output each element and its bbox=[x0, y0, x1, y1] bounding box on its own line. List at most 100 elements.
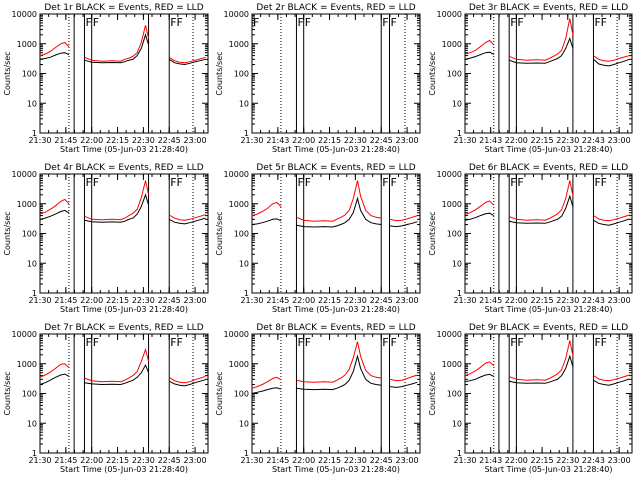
flag-label: F bbox=[85, 176, 91, 189]
x-tick-label: 22:30 bbox=[344, 456, 367, 465]
series-lld-line bbox=[168, 375, 206, 384]
y-tick-label: 1 bbox=[32, 129, 37, 138]
x-tick-label: 22:45 bbox=[370, 136, 393, 145]
x-tick-label: 21:45 bbox=[266, 296, 289, 305]
y-tick-label: 10 bbox=[27, 259, 37, 268]
y-tick-label: 1000 bbox=[17, 40, 37, 49]
x-tick-label: 22:00 bbox=[80, 456, 103, 465]
x-tick-label: 21:43 bbox=[266, 136, 289, 145]
x-tick-label: 21:45 bbox=[266, 456, 289, 465]
flag-label: F bbox=[297, 336, 303, 349]
flag-label: F bbox=[93, 176, 99, 189]
x-tick-label: 21:30 bbox=[28, 296, 51, 305]
x-tick-label: 22:30 bbox=[132, 456, 155, 465]
series-events-line bbox=[509, 194, 574, 224]
x-tick-label: 21:30 bbox=[453, 296, 476, 305]
flag-label: F bbox=[391, 16, 397, 29]
x-tick-label: 22:45 bbox=[370, 296, 393, 305]
flag-label: F bbox=[510, 16, 516, 29]
series-lld-line bbox=[168, 56, 206, 64]
plot-frame bbox=[464, 333, 633, 454]
y-axis-label: Counts/sec bbox=[215, 371, 224, 415]
x-tick-label: 21:30 bbox=[28, 456, 51, 465]
x-tick-label: 22:15 bbox=[531, 136, 554, 145]
x-tick-label: 21:43 bbox=[479, 136, 502, 145]
flag-label: F bbox=[297, 16, 303, 29]
y-tick-label: 1 bbox=[244, 289, 249, 298]
y-tick-label: 100 bbox=[22, 390, 37, 399]
plot-frame bbox=[464, 13, 633, 134]
panel-title: Det 1r BLACK = Events, RED = LLD bbox=[44, 3, 203, 13]
x-tick-label: 21:30 bbox=[453, 456, 476, 465]
y-tick-label: 1 bbox=[457, 449, 462, 458]
series-lld-line bbox=[464, 39, 495, 55]
y-tick-label: 1 bbox=[244, 129, 249, 138]
panel-title: Det 4r BLACK = Events, RED = LLD bbox=[44, 163, 203, 173]
x-axis-label: Start Time (05-Jun-03 21:28:40) bbox=[272, 305, 400, 314]
x-axis-label: Start Time (05-Jun-03 21:28:40) bbox=[272, 465, 400, 474]
y-tick-label: 1 bbox=[457, 129, 462, 138]
y-axis-label: Counts/sec bbox=[428, 211, 437, 255]
series-events-line bbox=[39, 373, 70, 385]
plot-frame bbox=[251, 333, 421, 454]
x-tick-label: 21:43 bbox=[479, 456, 502, 465]
flag-label: F bbox=[601, 336, 607, 349]
x-tick-label: 22:00 bbox=[505, 296, 528, 305]
panel-det-2: Det 2r BLACK = Events, RED = LLD 1 10 100 10… bbox=[215, 3, 421, 154]
x-tick-label: 23:00 bbox=[608, 456, 631, 465]
flag-label: F bbox=[601, 16, 607, 29]
x-tick-label: 22:00 bbox=[80, 296, 103, 305]
x-tick-label: 22:43 bbox=[582, 296, 605, 305]
x-tick-label: 21:30 bbox=[453, 136, 476, 145]
y-axis-label: Counts/sec bbox=[3, 51, 12, 95]
y-tick-label: 100 bbox=[447, 390, 462, 399]
x-tick-label: 22:43 bbox=[582, 136, 605, 145]
plot-frame bbox=[39, 13, 209, 134]
x-tick-label: 22:15 bbox=[318, 296, 341, 305]
panel-det-9: Det 9r BLACK = Events, RED = LLD 1 10 100 10… bbox=[428, 323, 633, 474]
x-tick-label: 22:15 bbox=[531, 296, 554, 305]
y-axis-label: Counts/sec bbox=[215, 211, 224, 255]
flag-label: F bbox=[305, 176, 311, 189]
flag-label: F bbox=[382, 176, 388, 189]
panel-title: Det 6r BLACK = Events, RED = LLD bbox=[469, 163, 628, 173]
series-events-line bbox=[39, 209, 70, 220]
panel-det-6: Det 6r BLACK = Events, RED = LLD 1 10 100 10… bbox=[428, 163, 633, 314]
y-tick-label: 10000 bbox=[224, 330, 249, 339]
x-tick-label: 22:00 bbox=[505, 456, 528, 465]
flag-label: F bbox=[176, 176, 182, 189]
series-events-line bbox=[39, 52, 70, 60]
flag-label: F bbox=[170, 176, 176, 189]
panel-det-7: Det 7r BLACK = Events, RED = LLD 1 10 100 10… bbox=[3, 323, 209, 474]
flag-label: F bbox=[176, 16, 182, 29]
x-tick-label: 22:15 bbox=[531, 456, 554, 465]
y-tick-label: 100 bbox=[234, 230, 249, 239]
x-tick-label: 22:15 bbox=[318, 136, 341, 145]
y-tick-label: 10 bbox=[452, 419, 462, 428]
x-tick-label: 22:00 bbox=[505, 136, 528, 145]
series-lld-line bbox=[39, 41, 70, 57]
y-tick-label: 10000 bbox=[12, 10, 37, 19]
x-tick-label: 23:00 bbox=[396, 296, 419, 305]
panel-title: Det 9r BLACK = Events, RED = LLD bbox=[469, 323, 628, 333]
y-axis-label: Counts/sec bbox=[3, 211, 12, 255]
y-tick-label: 100 bbox=[447, 230, 462, 239]
series-events-line bbox=[389, 221, 418, 228]
panel-title: Det 3r BLACK = Events, RED = LLD bbox=[469, 3, 628, 13]
x-tick-label: 22:30 bbox=[344, 296, 367, 305]
series-lld-line bbox=[593, 374, 630, 382]
y-tick-label: 1000 bbox=[229, 360, 249, 369]
series-events-line bbox=[509, 354, 574, 384]
x-tick-label: 23:00 bbox=[184, 456, 207, 465]
flag-label: F bbox=[93, 336, 99, 349]
y-tick-label: 10000 bbox=[437, 10, 462, 19]
panel-title: Det 2r BLACK = Events, RED = LLD bbox=[256, 3, 415, 13]
x-tick-label: 22:30 bbox=[132, 136, 155, 145]
x-tick-label: 22:00 bbox=[80, 136, 103, 145]
x-tick-label: 23:00 bbox=[608, 136, 631, 145]
flag-label: F bbox=[305, 16, 311, 29]
panel-det-3: Det 3r BLACK = Events, RED = LLD 1 10 100 10… bbox=[428, 3, 633, 154]
series-lld-line bbox=[509, 340, 574, 381]
y-tick-label: 1000 bbox=[17, 360, 37, 369]
flag-label: F bbox=[93, 16, 99, 29]
